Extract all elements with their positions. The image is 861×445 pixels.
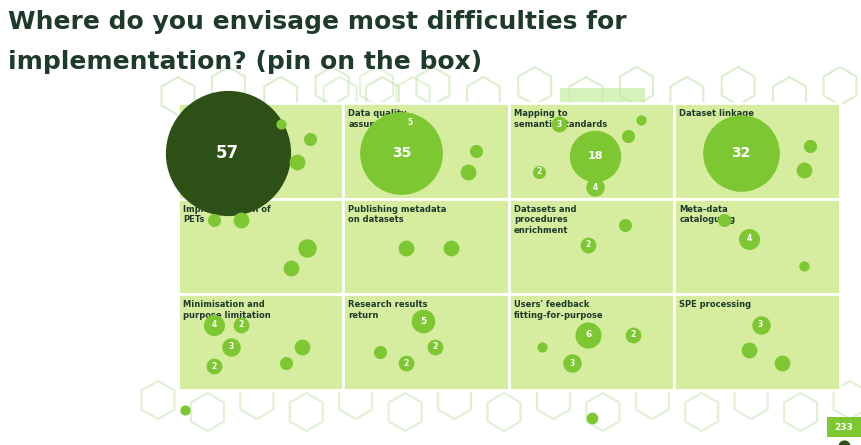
Text: Data management
procedures: Data management procedures [183,109,270,129]
Text: 4: 4 [212,320,217,329]
Point [208,321,221,328]
Point [741,346,755,353]
Point [399,245,412,252]
Point [177,406,191,413]
Text: Mapping to
semantic standards: Mapping to semantic standards [513,109,606,129]
Point [290,159,304,166]
Text: 2: 2 [536,167,541,176]
Point [233,216,247,223]
Text: 3: 3 [568,359,573,368]
FancyBboxPatch shape [177,198,343,294]
Text: 3: 3 [228,343,233,352]
Text: Users' feedback
fitting-for-purpose: Users' feedback fitting-for-purpose [513,300,603,320]
Point [294,344,308,351]
Point [716,216,730,223]
Point [802,142,816,150]
FancyBboxPatch shape [177,103,343,198]
Text: Implementation of
PETs: Implementation of PETs [183,205,270,224]
Text: SPE processing: SPE processing [678,300,751,309]
Text: 233: 233 [833,422,852,432]
Text: 2: 2 [629,330,635,339]
Text: 5: 5 [406,117,412,127]
Text: 4: 4 [592,183,597,192]
Text: Data quality
assurance: Data quality assurance [348,109,406,129]
FancyBboxPatch shape [560,88,644,106]
Point [581,331,595,338]
Point [551,121,565,128]
Point [753,321,766,328]
Text: Dataset linkage: Dataset linkage [678,109,753,118]
Text: 32: 32 [730,146,750,160]
Text: 3: 3 [757,320,762,329]
Point [220,149,234,156]
Text: 3: 3 [555,120,561,129]
FancyBboxPatch shape [673,294,839,390]
Point [208,363,221,370]
Point [224,344,238,351]
FancyBboxPatch shape [177,294,343,390]
Point [399,360,412,367]
FancyBboxPatch shape [673,198,839,294]
Text: Where do you envisage most difficulties for: Where do you envisage most difficulties … [8,10,626,34]
Point [796,166,809,174]
FancyBboxPatch shape [508,198,673,294]
FancyBboxPatch shape [508,103,673,198]
Text: 18: 18 [586,150,602,161]
Text: Meta-data
cataloguing: Meta-data cataloguing [678,205,734,224]
Text: 2: 2 [403,359,408,368]
Point [233,321,247,328]
Point [733,149,746,156]
Text: 5: 5 [419,317,425,326]
Point [208,216,221,223]
Point [373,348,387,355]
Text: 2: 2 [585,240,591,249]
Point [634,117,647,124]
Text: Datasets and
procedures
enrichment: Datasets and procedures enrichment [513,205,576,235]
Point [564,360,578,367]
Point [581,241,595,248]
FancyBboxPatch shape [343,103,508,198]
Point [303,136,317,143]
Point [836,442,850,445]
Point [625,331,639,338]
Point [274,121,288,128]
Text: Publishing metadata
on datasets: Publishing metadata on datasets [348,205,446,224]
Point [621,133,635,140]
Point [584,414,598,421]
Point [531,168,545,175]
Text: Research results
return: Research results return [348,300,428,320]
Text: 35: 35 [391,146,411,160]
Point [587,184,601,191]
Point [394,149,408,156]
FancyBboxPatch shape [508,294,673,390]
Point [283,264,297,271]
Text: 2: 2 [431,343,437,352]
Point [774,360,788,367]
Point [300,245,313,252]
Point [443,245,457,252]
Text: 6: 6 [585,330,591,339]
Point [796,262,809,269]
Point [460,168,474,175]
Point [587,152,601,159]
Point [617,222,631,229]
Point [741,235,755,243]
FancyBboxPatch shape [673,103,839,198]
Point [535,344,548,351]
FancyBboxPatch shape [343,294,508,390]
Text: 4: 4 [746,235,751,243]
Point [402,118,416,125]
Point [468,147,482,154]
Text: 57: 57 [216,144,239,162]
FancyBboxPatch shape [343,198,508,294]
Text: implementation? (pin on the box): implementation? (pin on the box) [8,50,481,74]
Point [278,360,292,367]
Text: Minimisation and
purpose limitation: Minimisation and purpose limitation [183,300,270,320]
Point [416,318,430,325]
FancyBboxPatch shape [826,417,860,437]
Text: 2: 2 [212,362,217,371]
Text: 2: 2 [238,320,243,329]
Point [427,344,441,351]
